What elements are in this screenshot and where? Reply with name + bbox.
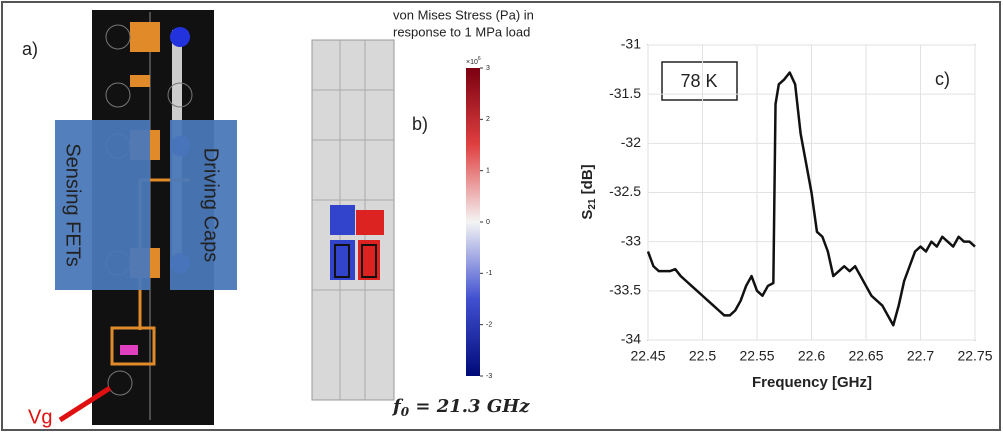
colorbar — [466, 68, 480, 376]
panel-label: a) — [22, 39, 38, 59]
block-label: Driving Caps — [200, 148, 222, 262]
y-tick-label: -32.5 — [609, 183, 641, 199]
y-tick-label: -31.5 — [609, 85, 641, 101]
x-tick-label: 22.5 — [689, 348, 716, 364]
formula-sub: 0 — [401, 405, 410, 419]
block-label: Sensing FETs — [62, 143, 84, 266]
formula-rest: = 21.3 GHz — [409, 396, 530, 417]
fem-title: von Mises Stress (Pa) in — [393, 7, 534, 22]
y-label-sub: 21 — [587, 198, 598, 210]
layout-panel — [55, 10, 237, 425]
frame — [1, 1, 1001, 431]
panel-label: b) — [412, 114, 428, 134]
y-tick-label: -34 — [621, 331, 641, 347]
x-tick-label: 22.6 — [798, 348, 825, 364]
y-axis-label: S21 [dB] — [579, 164, 598, 219]
fem-title: response to 1 MPa load — [393, 24, 530, 39]
formula: f0 = 21.3 GHz — [391, 396, 530, 419]
colorbar-tick-label: 0 — [486, 219, 490, 226]
x-tick-label: 22.65 — [848, 348, 883, 364]
colorbar-tick-label: -3 — [486, 373, 492, 380]
colorbar-tick-label: 3 — [486, 65, 490, 72]
x-axis-label: Frequency [GHz] — [752, 374, 872, 391]
fem-panel — [311, 39, 395, 401]
x-tick-label: 22.7 — [907, 348, 934, 364]
pin-label: Vg — [28, 406, 52, 428]
exponent-base: ×10 — [466, 59, 478, 66]
colorbar-tick-label: -2 — [486, 322, 492, 329]
panel-label: c) — [935, 69, 950, 89]
colorbar-tick-label: -1 — [486, 270, 492, 277]
colorbar-tick-label: 1 — [486, 168, 490, 175]
exponent-power: 6 — [478, 56, 481, 62]
y-tick-label: -31 — [621, 36, 641, 52]
y-tick-label: -33 — [621, 232, 641, 248]
data-line — [646, 71, 976, 327]
x-tick-label: 22.55 — [739, 348, 774, 364]
y-tick-label: -32 — [621, 134, 641, 150]
annotation: 78 K — [680, 71, 717, 91]
y-label-main: S — [579, 210, 596, 220]
y-tick-label: -33.5 — [609, 282, 641, 298]
colorbar-tick-label: 2 — [486, 116, 490, 123]
x-tick-label: 22.45 — [630, 348, 665, 364]
colorbar-exponent: ×106 — [466, 56, 481, 66]
x-tick-label: 22.75 — [957, 348, 992, 364]
y-label-unit: [dB] — [579, 164, 596, 198]
